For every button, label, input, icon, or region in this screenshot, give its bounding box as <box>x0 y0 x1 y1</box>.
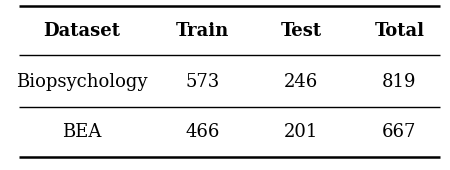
Text: 667: 667 <box>382 123 417 141</box>
Text: Biopsychology: Biopsychology <box>16 73 148 91</box>
Text: BEA: BEA <box>62 123 101 141</box>
Text: 201: 201 <box>284 123 318 141</box>
Text: 573: 573 <box>185 73 220 91</box>
Text: 819: 819 <box>382 73 417 91</box>
Text: Dataset: Dataset <box>43 22 120 40</box>
Text: 466: 466 <box>185 123 220 141</box>
Text: Train: Train <box>176 22 229 40</box>
Text: Total: Total <box>374 22 424 40</box>
Text: 246: 246 <box>284 73 318 91</box>
Text: Test: Test <box>280 22 322 40</box>
